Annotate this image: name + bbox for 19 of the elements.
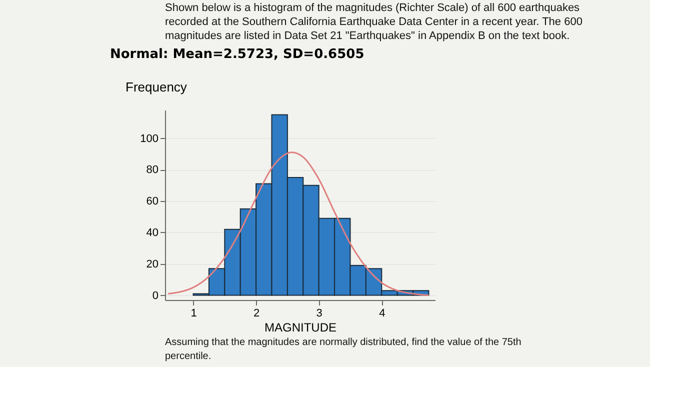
line-series — [167, 152, 430, 296]
y-tick-label: 60 — [146, 196, 158, 208]
x-tick-label: 1 — [190, 308, 197, 320]
chart-title: Normal: Mean=2.5723, SD=0.6505 — [110, 47, 364, 62]
text: magnitudes are listed in Data Set 21 "Earthquakes" in Appendix B on the text book. — [165, 30, 570, 42]
y-tick-label: 20 — [146, 258, 158, 270]
text: Assuming that the magnitudes are normally distributed, find the value of the 75th — [165, 337, 522, 348]
y-tick-label: 40 — [146, 226, 158, 239]
y-tick-label: 0 — [152, 290, 158, 302]
y-axis-title: Frequency — [126, 80, 188, 94]
text: percentile. — [165, 351, 212, 362]
x-tick-label: 4 — [379, 308, 386, 320]
text: Shown below is a histogram of the magnitudes (Richter Scale) of all 600 earthquakes — [165, 2, 580, 14]
text: recorded at the Southern California Earthquake Data Center in a recent year. The 600 — [165, 16, 582, 28]
x-tick-label: 2 — [253, 308, 260, 320]
x-axis-title: MAGNITUDE — [264, 320, 336, 334]
y-tick-label: 80 — [146, 164, 158, 176]
y-tick-label: 100 — [140, 132, 158, 145]
x-tick-label: 3 — [316, 308, 322, 320]
